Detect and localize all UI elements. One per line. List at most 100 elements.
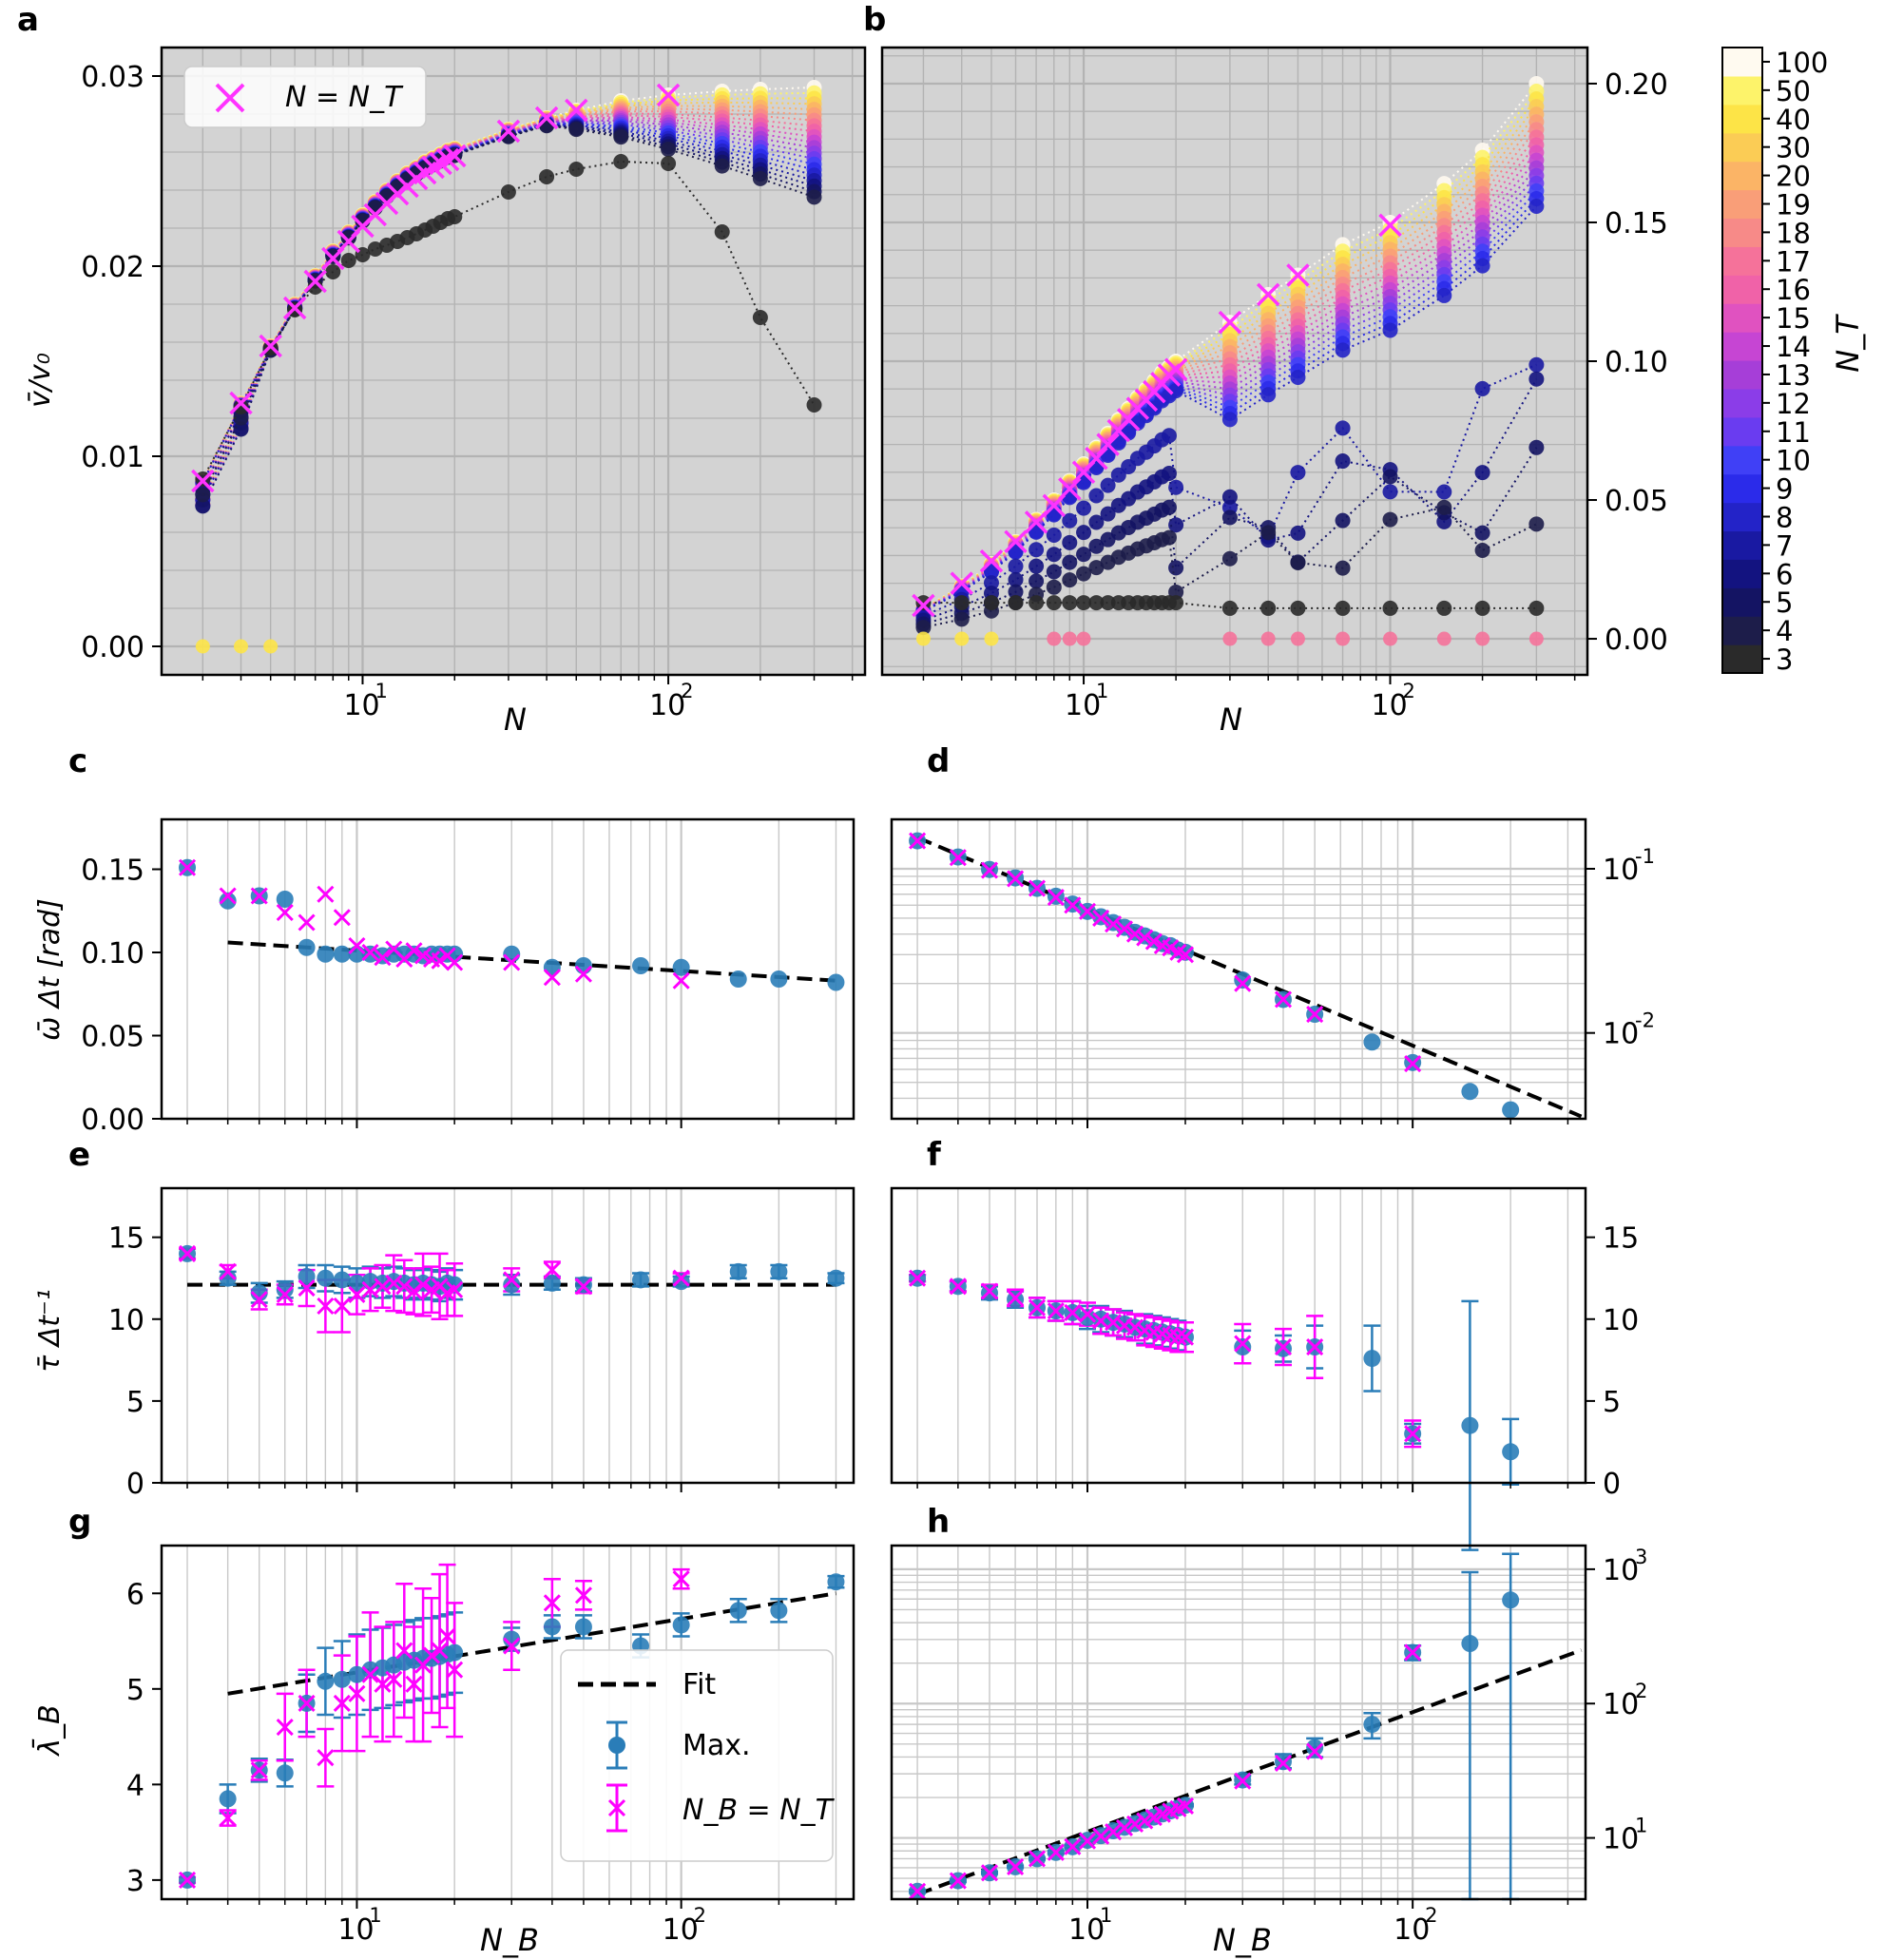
colorbar-tick-label: 18 xyxy=(1776,217,1811,249)
y-tick-label: 10 xyxy=(1603,1688,1639,1721)
data-point-nt-5 xyxy=(1382,469,1398,485)
y-tick-label: 0.05 xyxy=(81,1021,144,1054)
data-point-max xyxy=(1363,1716,1381,1734)
data-point-nbnt xyxy=(980,1282,999,1300)
y-tick-label: 4 xyxy=(126,1769,144,1802)
data-point-nt-3 xyxy=(1474,600,1490,616)
data-point-nbnt xyxy=(385,1274,403,1292)
data-point-nbnt xyxy=(1169,1328,1187,1346)
data-point-nt-4 xyxy=(1161,529,1177,546)
data-point-max xyxy=(219,1790,237,1808)
x-tick-label: 10 xyxy=(337,1913,374,1947)
data-point-nbnt xyxy=(333,1297,351,1316)
data-point-zero xyxy=(1436,631,1451,646)
data-point-max xyxy=(770,1602,788,1620)
data-point-max xyxy=(503,945,521,963)
data-point-nt-3 xyxy=(983,595,999,611)
data-point-nbnt xyxy=(1274,1337,1293,1356)
plot-frame-d xyxy=(890,817,1587,1121)
data-point-nt-equal-n xyxy=(259,334,282,358)
data-point-max xyxy=(1306,1739,1324,1757)
colorbar-tick-label: 5 xyxy=(1776,586,1793,619)
data-point-nt-3 xyxy=(1168,595,1184,611)
colorbar-tick-label: 19 xyxy=(1776,189,1811,221)
data-point-nt-7 xyxy=(1008,558,1024,574)
data-point-nbnt xyxy=(1105,1314,1123,1332)
data-point-nt-6 xyxy=(1076,525,1092,541)
data-point-nt-4 xyxy=(1062,572,1078,588)
data-point-nbnt xyxy=(414,1276,433,1294)
x-tick-label: 10 xyxy=(1372,689,1408,722)
data-point-nt-3 xyxy=(661,156,677,171)
data-point-nbnt xyxy=(317,1749,335,1767)
data-point-nt-4 xyxy=(1046,579,1062,595)
data-point-max xyxy=(1461,1416,1479,1434)
data-point-nt-equal-n xyxy=(303,269,327,294)
data-point-max xyxy=(1363,1033,1381,1051)
y-label-c: ω̄ Δt [rad] xyxy=(33,898,67,1041)
colorbar-segment-50 xyxy=(1722,75,1762,106)
y-tick-label: 5 xyxy=(1603,1386,1621,1419)
data-point-nt-equal-n xyxy=(191,469,215,493)
data-point-nt-8 xyxy=(1474,258,1490,274)
colorbar-tick-label: 40 xyxy=(1776,104,1811,136)
colorbar-segment-9 xyxy=(1722,473,1762,504)
data-point-nbnt xyxy=(405,942,423,960)
colorbar-segment-20 xyxy=(1722,161,1762,191)
data-point-nt-4 xyxy=(1528,516,1545,532)
y-tick-label: 10 xyxy=(108,1304,144,1337)
x-tick-label: 10 xyxy=(649,689,685,722)
data-point-nt-5 xyxy=(1221,509,1238,526)
data-point-nbnt xyxy=(361,1665,379,1683)
colorbar-tick-label: 6 xyxy=(1776,558,1793,590)
data-point-nbnt xyxy=(1136,1812,1154,1830)
legend-g-nbnt-label: N_B = N_T xyxy=(682,1794,836,1827)
x-tick-label-exponent: 2 xyxy=(694,1904,706,1927)
data-point-max xyxy=(348,1274,366,1292)
data-point-nbnt xyxy=(374,1278,392,1296)
data-point-nbnt xyxy=(348,1285,366,1304)
data-point-nbnt xyxy=(1007,1289,1025,1307)
data-point-nt-4 xyxy=(661,142,677,158)
fit-line xyxy=(916,1648,1583,1896)
data-point-nbnt xyxy=(1176,1328,1195,1346)
data-point-nt-8 xyxy=(1382,322,1398,338)
data-point-max xyxy=(1234,1338,1252,1356)
colorbar-segment-12 xyxy=(1722,388,1762,418)
data-point-nt-3 xyxy=(367,241,383,257)
colorbar-tick-label: 15 xyxy=(1776,302,1811,335)
colorbar-tick-label: 14 xyxy=(1776,331,1811,363)
plot-frame-h xyxy=(890,1544,1587,1901)
data-point-nbnt xyxy=(574,1586,592,1605)
data-point-nbnt xyxy=(1176,1797,1195,1815)
data-point-nt-8 xyxy=(1221,412,1238,428)
data-point-nt-3 xyxy=(752,310,768,325)
y-tick-label: 0.01 xyxy=(81,441,144,474)
data-point-nt-equal-n xyxy=(534,106,559,130)
data-point-nt-5 xyxy=(1528,439,1545,455)
x-tick-label: 10 xyxy=(343,689,379,722)
data-point-nbnt xyxy=(1064,1837,1082,1855)
data-point-nt-5 xyxy=(1474,525,1490,541)
colorbar-segment-16 xyxy=(1722,275,1762,304)
data-point-nbnt xyxy=(543,1594,561,1612)
data-point-nt-5 xyxy=(1168,560,1184,576)
y-label-e: τ̄ Δt⁻¹ xyxy=(33,1289,67,1373)
y-tick-label: 0.00 xyxy=(81,631,144,664)
data-point-nt-equal-n xyxy=(1163,357,1188,381)
data-point-nt-6 xyxy=(1335,453,1351,470)
y-tick-label-exponent: 3 xyxy=(1635,1546,1647,1568)
data-point-nbnt xyxy=(317,1297,335,1316)
data-point-max xyxy=(770,1262,788,1280)
data-point-nt-4 xyxy=(568,122,585,138)
data-point-nt-5 xyxy=(233,421,249,437)
colorbar-tick-label: 9 xyxy=(1776,473,1793,506)
legend-a: N = N_T xyxy=(183,66,427,128)
data-point-nt-3 xyxy=(1100,595,1116,611)
data-point-nbnt xyxy=(1125,1815,1144,1833)
data-point-max xyxy=(298,938,316,956)
x-tick-label-exponent: 1 xyxy=(375,680,387,702)
data-point-nt-3 xyxy=(1221,600,1238,616)
data-point-nt-equal-n xyxy=(1286,263,1310,287)
x-tick-label-exponent: 2 xyxy=(1403,680,1415,702)
